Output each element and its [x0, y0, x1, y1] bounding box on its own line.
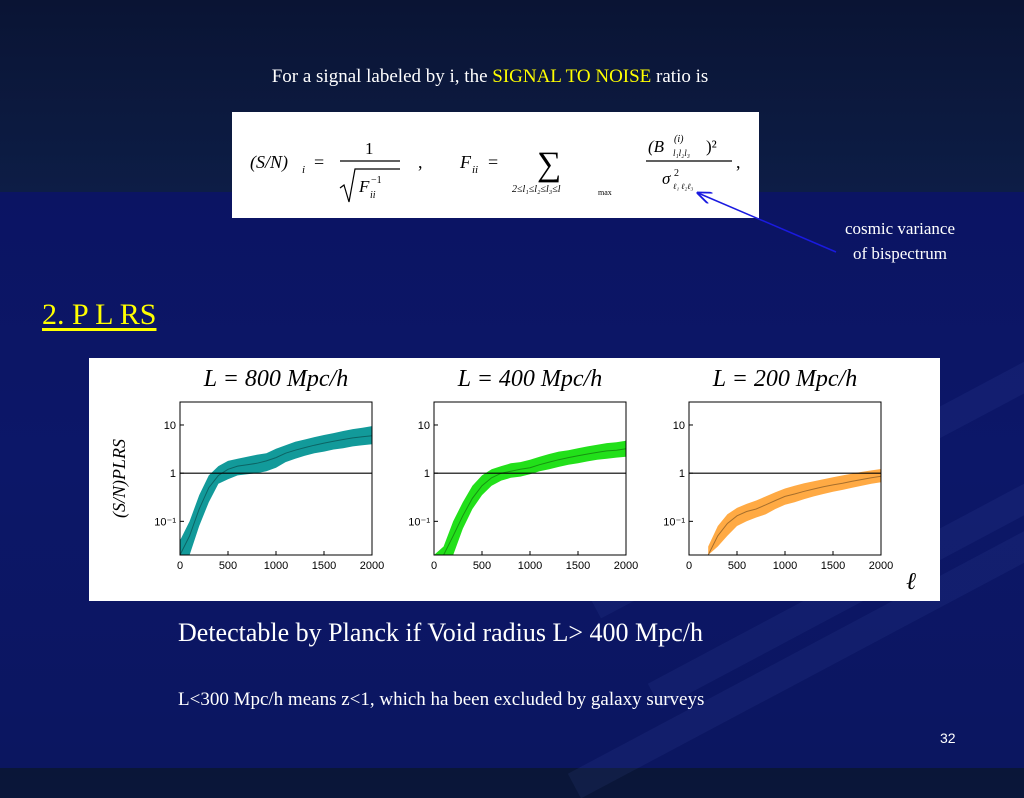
x-tick-label: 2000	[614, 560, 638, 572]
bispectrum-open: (B	[648, 137, 665, 156]
annotation-line-2: of bispectrum	[853, 244, 947, 263]
sigma-sup: 2	[674, 168, 679, 179]
y-tick-label: 10	[164, 420, 176, 432]
y-axis-label: (S/N)PLRS	[109, 439, 130, 518]
sn-equals: =	[314, 152, 324, 172]
x-tick-label: 0	[431, 560, 437, 572]
f-symbol: F	[358, 177, 370, 196]
plot-frame-2	[433, 401, 627, 556]
x-tick-label: 1500	[821, 560, 845, 572]
chart-title: L = 400 Mpc/h	[457, 366, 602, 392]
y-tick-label: 10⁻¹	[408, 516, 430, 528]
signal-to-noise-formula: (S/N) i = 1 F ii −1 , F ii = ∑ 2≤l₁≤l₂≤l…	[250, 134, 741, 203]
sum-symbol: ∑	[537, 146, 561, 183]
uncertainty-band-2	[434, 440, 626, 555]
sigma-sub: ℓ₁ ℓ₂ℓ₃	[673, 182, 694, 191]
x-tick-label: 1000	[518, 560, 542, 572]
annotation-line-1: cosmic variance	[845, 219, 955, 238]
chart-title: L = 200 Mpc/h	[712, 366, 857, 392]
central-line-3	[707, 475, 882, 556]
sum-range-max: max	[598, 188, 612, 197]
x-tick-label: 1000	[773, 560, 797, 572]
y-tick-label: 1	[170, 468, 176, 480]
annotation-arrow-layer	[0, 0, 837, 253]
x-tick-label: 1500	[312, 560, 336, 572]
x-tick-label: 500	[473, 560, 491, 572]
y-tick-label: 10	[418, 420, 430, 432]
intro-prefix: For a signal labeled by i, the	[271, 66, 493, 87]
annotation-arrow	[698, 193, 837, 253]
central-line-2	[434, 448, 627, 556]
x-tick-label: 500	[728, 560, 746, 572]
fii-sub: ii	[472, 164, 478, 176]
fii-equals: =	[488, 152, 498, 172]
bispectrum-sup: (i)	[674, 134, 684, 145]
sigma-symbol: σ	[662, 169, 671, 188]
chart-title: L = 800 Mpc/h	[203, 366, 348, 392]
conclusion-text: Detectable by Planck if Void radius L> 4…	[178, 618, 703, 647]
y-tick-label: 10⁻¹	[663, 516, 685, 528]
note-text: L<300 Mpc/h means z<1, which ha been exc…	[178, 689, 705, 710]
y-tick-label: 1	[679, 468, 685, 480]
x-tick-label: 1500	[566, 560, 590, 572]
x-tick-label: 500	[219, 560, 237, 572]
uncertainty-band-3	[708, 469, 881, 555]
intro-suffix: ratio is	[651, 66, 709, 87]
bispectrum-sub: l₁l₂l₃	[673, 148, 690, 158]
x-tick-label: 2000	[869, 560, 893, 572]
formula-comma: ,	[418, 152, 423, 172]
bispectrum-close: )²	[706, 137, 717, 156]
intro-highlight: SIGNAL TO NOISE	[492, 66, 652, 87]
central-line-1	[179, 435, 373, 556]
intro-text: For a signal labeled by i, the SIGNAL TO…	[0, 66, 980, 88]
y-tick-label: 1	[424, 468, 430, 480]
fii-lhs: F	[459, 152, 472, 172]
x-tick-label: 1000	[264, 560, 288, 572]
sn-sub: i	[302, 164, 305, 176]
f-sub: ii	[370, 190, 376, 201]
section-heading[interactable]: 2. P L RS	[42, 298, 157, 331]
f-sup: −1	[371, 175, 382, 186]
cosmic-variance-annotation: cosmic variance of bispectrum	[818, 216, 982, 266]
uncertainty-band-1	[180, 426, 372, 555]
x-axis-label: ℓ	[906, 569, 916, 595]
page-number: 32	[940, 730, 956, 746]
x-tick-label: 0	[177, 560, 183, 572]
sn-numerator: 1	[365, 139, 374, 158]
y-tick-label: 10	[673, 420, 685, 432]
trailing-comma: ,	[736, 152, 741, 172]
x-tick-label: 2000	[360, 560, 384, 572]
chart-panel: 0 500 1000 1500 2000 10 1 10⁻¹ L = 800 Mpc/h (S/N…	[89, 358, 940, 601]
x-tick-label: 0	[686, 560, 692, 572]
sn-lhs: (S/N)	[250, 152, 288, 173]
sum-range: 2≤l₁≤l₂≤l₃≤l	[512, 184, 561, 195]
y-tick-label: 10⁻¹	[154, 516, 176, 528]
formula-box: (S/N) i = 1 F ii −1 , F ii = ∑ 2≤l₁≤l₂≤l…	[232, 112, 759, 218]
